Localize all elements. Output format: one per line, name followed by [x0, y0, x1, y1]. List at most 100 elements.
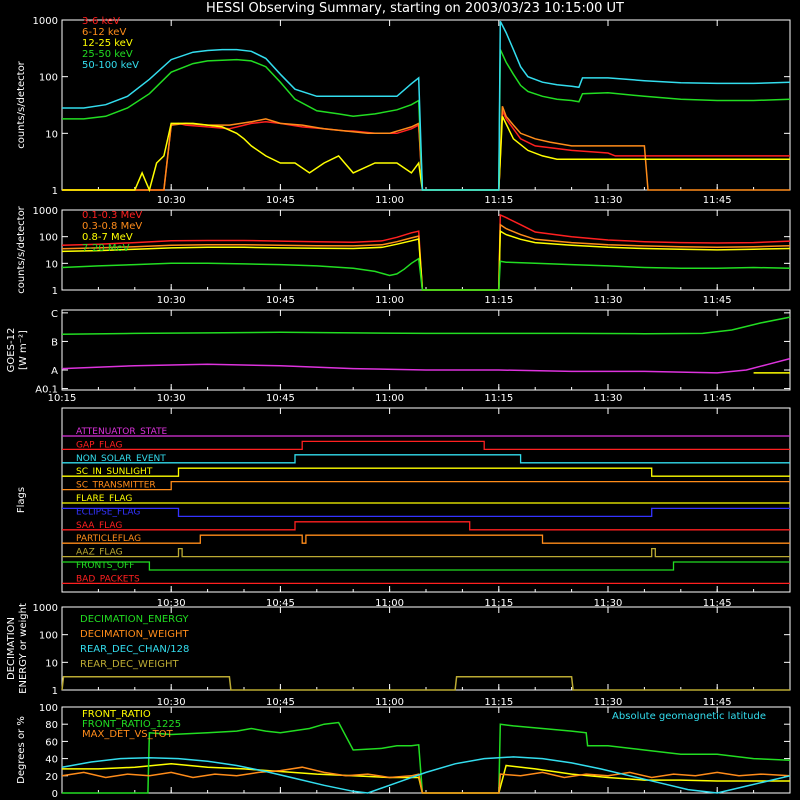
legend-entry: 6-12 keV	[82, 27, 126, 38]
panel-ratios: 0 20 40 60 80 100 Degrees or % FRONT_RATIOFRONT…	[16, 703, 791, 800]
series-line-goes-0	[61, 316, 791, 336]
panel-highenergy: 10:30 10:45 11:00 11:15 11:30 11:45 1 10 100 1000…	[16, 205, 791, 306]
y-tick-label: 1	[52, 186, 58, 197]
flag-label: ATTENUATOR_STATE	[76, 427, 168, 437]
x-tick-label: 11:15	[484, 598, 513, 609]
x-tick-label: 10:45	[266, 598, 295, 609]
legend-entry: 0.1-0.3 MeV	[82, 210, 142, 221]
y-tick-label: B	[51, 337, 58, 348]
y-tick-label: 100	[39, 703, 58, 714]
x-tick-label: 11:15	[484, 295, 513, 306]
y-tick-label: 1000	[33, 603, 58, 614]
series-line-highenergy-0	[61, 213, 791, 291]
x-tick-label: 10:30	[157, 393, 186, 404]
flag-line-6	[62, 507, 790, 518]
x-tick-label: 11:00	[375, 697, 404, 708]
series-line-countrate-1	[62, 106, 790, 191]
y-axis-label: Flags	[16, 487, 27, 513]
series-line-highenergy-1	[61, 223, 791, 291]
flag-label: FRONTS_OFF	[76, 561, 134, 571]
x-tick-label: 11:30	[594, 393, 623, 404]
flag-label: BAD_PACKETS	[76, 574, 140, 584]
legend-entry: 50-100 keV	[82, 60, 139, 71]
y-tick-label: A	[51, 366, 58, 377]
y-tick-label: 10	[45, 259, 58, 270]
y-tick-label: 10	[45, 658, 58, 669]
x-tick-label: 11:45	[703, 697, 732, 708]
y-tick-label: 20	[45, 772, 58, 783]
legend-entry: REAR_DEC_WEIGHT	[80, 659, 179, 670]
series-line-goes-1	[61, 357, 791, 374]
y-tick-label: 100	[39, 73, 58, 84]
y-axis-label-2: ENERGY or weight	[18, 603, 29, 694]
y-tick-label: 10	[45, 129, 58, 140]
y-tick-label: 0	[52, 789, 58, 800]
y-tick-label: 1	[52, 686, 58, 697]
series-line-countrate-4	[62, 20, 791, 191]
y-tick-label: 80	[45, 720, 58, 731]
flag-line-1	[62, 440, 790, 451]
y-tick-label: 100	[39, 233, 58, 244]
flag-line-9	[62, 547, 790, 558]
x-tick-label: 10:30	[157, 195, 186, 206]
y-axis-label: Degrees or %	[16, 716, 27, 784]
flag-label: AAZ_FLAG	[76, 548, 123, 558]
panel-countrate: 10:30 10:45 11:00 11:15 11:30 11:45 1 10 100 1000…	[16, 16, 791, 206]
x-tick-label: 11:00	[375, 598, 404, 609]
x-tick-label: 11:30	[594, 697, 623, 708]
y-tick-label: 40	[45, 755, 58, 766]
x-tick-label: 11:00	[375, 393, 404, 404]
x-tick-label: 11:45	[703, 295, 732, 306]
flag-line-3	[62, 467, 790, 477]
series-line-ratios-3	[61, 756, 791, 794]
legend-entry: 25-50 keV	[82, 49, 133, 60]
panel-decimation: 10:30 10:45 11:00 11:15 11:30 11:45 1 10 100 1000…	[6, 603, 791, 708]
series-line-ratios-1	[62, 721, 791, 794]
series-line-highenergy-3	[61, 257, 791, 291]
x-tick-label: 11:15	[484, 393, 513, 404]
y-tick-label: A0.1	[35, 385, 58, 396]
flag-line-4	[62, 480, 790, 491]
x-tick-label: 11:45	[703, 195, 732, 206]
axes-frame-countrate	[61, 19, 791, 191]
flag-line-2	[62, 454, 790, 464]
y-tick-label: 1000	[33, 206, 58, 217]
y-axis-units: [W m⁻²]	[18, 330, 29, 370]
flag-label: SAA_FLAG	[76, 521, 122, 531]
annotation-label: Absolute geomagnetic latitude	[612, 711, 766, 722]
x-tick-label: 10:30	[157, 598, 186, 609]
x-tick-label: 10:45	[266, 393, 295, 404]
x-tick-label: 11:15	[484, 697, 513, 708]
legend-entry: 3-6 keV	[82, 16, 120, 27]
y-axis-label: DECIMATION	[6, 617, 17, 680]
y-axis-label: counts/s/detector	[16, 60, 27, 148]
x-tick-label: 11:45	[703, 393, 732, 404]
panel-goes: 10:15 10:30 10:45 11:00 11:15 11:30 11:45 A B C A0…	[6, 309, 791, 404]
legend-entry: DECIMATION_WEIGHT	[80, 629, 189, 640]
series-line-ratios-2	[61, 766, 791, 794]
flag-label: SC_TRANSMITTER	[76, 481, 156, 491]
axes-frame-highenergy	[61, 209, 791, 291]
y-tick-label: 1	[52, 286, 58, 297]
legend-entry: MAX_DET_VS_TOT	[82, 729, 174, 740]
x-tick-label: 11:30	[594, 295, 623, 306]
flag-label: GAP_FLAG	[76, 440, 122, 450]
y-tick-label: 60	[45, 737, 58, 748]
flag-label: PARTICLEFLAG	[76, 534, 141, 544]
flag-label: FLARE_FLAG	[76, 494, 132, 504]
legend-entry: DECIMATION_ENERGY	[80, 614, 189, 625]
x-tick-label: 10:30	[157, 697, 186, 708]
flag-line-7	[62, 521, 790, 531]
x-tick-label: 10:15	[48, 393, 77, 404]
x-tick-label: 11:00	[375, 195, 404, 206]
y-tick-label: C	[51, 309, 58, 320]
x-tick-label: 11:15	[484, 195, 513, 206]
legend-entry: 0.3-0.8 MeV	[82, 221, 142, 232]
x-tick-label: 10:45	[266, 195, 295, 206]
series-line-highenergy-2	[61, 229, 791, 291]
y-axis-label: counts/s/detector	[16, 205, 27, 293]
series-line-decimation-3	[61, 676, 790, 691]
legend-entry: FRONT_RATIO	[82, 709, 151, 720]
flag-label: ECLIPSE_FLAG	[76, 507, 140, 517]
